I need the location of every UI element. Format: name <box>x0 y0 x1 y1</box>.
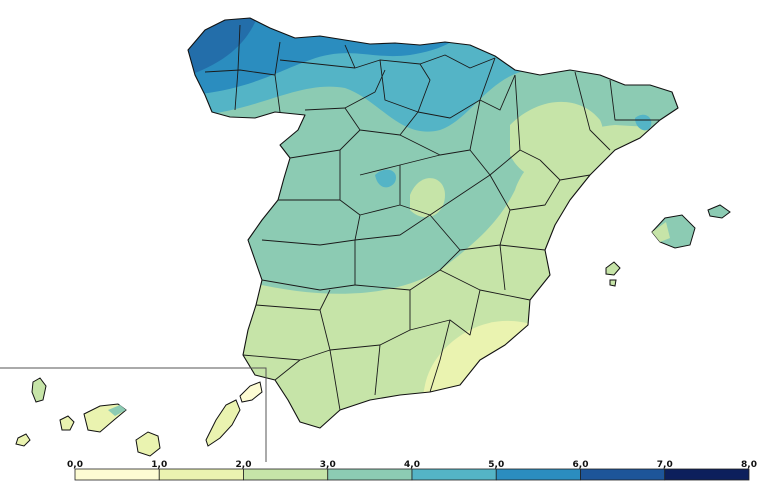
legend-tick-label: 3,0 <box>320 460 336 470</box>
canary-islands-inset <box>0 367 267 462</box>
legend-swatch <box>664 468 750 481</box>
legend-tick-label: 4,0 <box>404 460 420 470</box>
legend-swatch <box>243 468 329 481</box>
legend-swatch <box>74 468 160 481</box>
legend-tick-label: 0,0 <box>67 460 83 470</box>
legend-tick-label: 7,0 <box>657 460 673 470</box>
peninsula-coastline <box>187 17 679 429</box>
legend-tick-label: 6,0 <box>573 460 589 470</box>
legend-tick-label: 2,0 <box>236 460 252 470</box>
legend-tick-label: 5,0 <box>488 460 504 470</box>
legend-swatch <box>495 468 581 481</box>
province-borders <box>204 24 660 411</box>
legend-tick-label: 8,0 <box>741 460 757 470</box>
legend-swatch <box>411 468 497 481</box>
legend-swatch <box>580 468 666 481</box>
color-legend: 0,0 1,0 2,0 3,0 4,0 5,0 6,0 7,0 8,0 <box>67 460 757 481</box>
balearic-islands <box>605 204 731 287</box>
legend-swatch <box>327 468 413 481</box>
legend-swatch <box>158 468 244 481</box>
legend-tick-label: 1,0 <box>151 460 167 470</box>
